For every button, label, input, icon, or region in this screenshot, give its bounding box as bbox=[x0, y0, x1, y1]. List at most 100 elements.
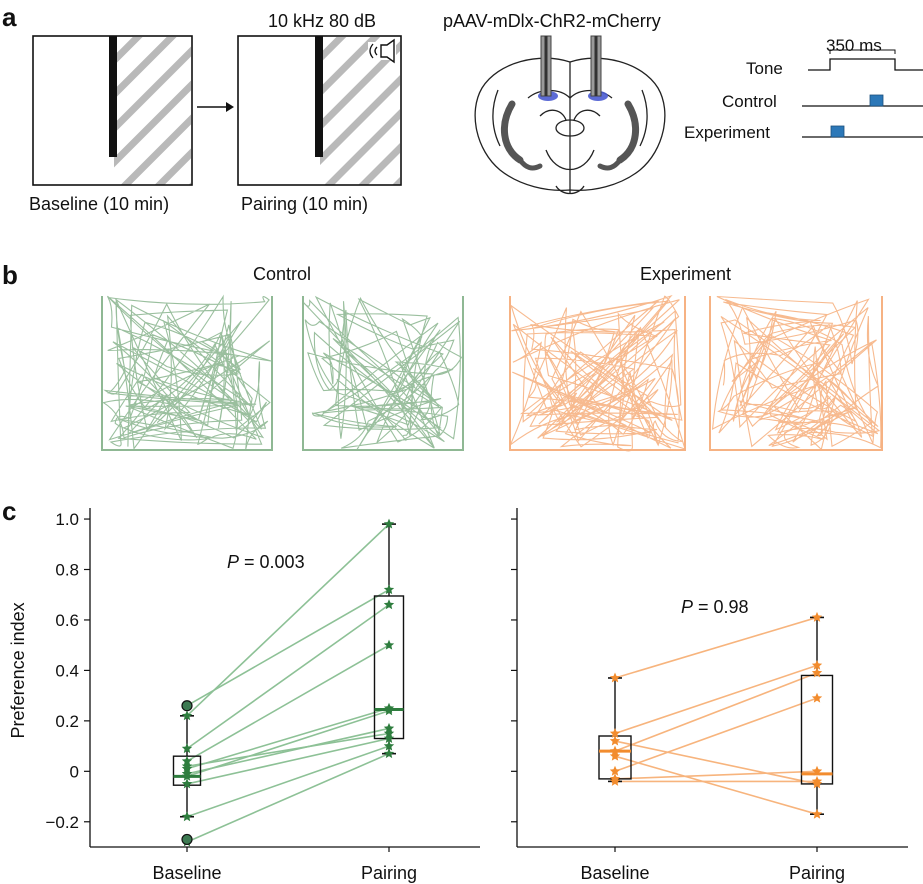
data-point bbox=[181, 778, 193, 789]
paired-line bbox=[614, 672, 818, 752]
control-laser-pulse bbox=[869, 94, 884, 107]
paired-line bbox=[614, 697, 818, 773]
data-point bbox=[181, 768, 193, 779]
data-point bbox=[609, 672, 621, 683]
trajectory-outline bbox=[509, 296, 686, 451]
duration-label: 350 ms bbox=[826, 36, 882, 55]
paired-line bbox=[186, 604, 390, 750]
y-tick-label: 1.0 bbox=[55, 510, 79, 529]
paired-line bbox=[186, 732, 390, 768]
data-point bbox=[383, 518, 395, 529]
x-tick-label: Pairing bbox=[361, 863, 417, 883]
data-point bbox=[609, 745, 621, 756]
paired-line bbox=[186, 588, 390, 707]
control-baseline-trajectory bbox=[101, 294, 273, 451]
optic-fiber-left bbox=[540, 35, 552, 97]
trajectory-outline bbox=[101, 296, 273, 451]
control-title: Control bbox=[253, 264, 312, 284]
baseline-arena bbox=[32, 35, 193, 186]
pairing-arena bbox=[237, 35, 402, 186]
data-point bbox=[811, 765, 823, 776]
experiment-title: Experiment bbox=[640, 264, 732, 284]
data-point bbox=[811, 775, 823, 786]
paired-line bbox=[614, 616, 818, 679]
paired-line bbox=[186, 644, 390, 762]
arena-divider bbox=[109, 36, 117, 157]
data-point bbox=[609, 728, 621, 738]
data-point bbox=[609, 765, 621, 776]
data-point bbox=[383, 728, 395, 738]
trajectory-outline bbox=[709, 296, 883, 451]
data-point bbox=[811, 808, 823, 819]
paired-line bbox=[186, 523, 390, 717]
experiment-laser-pulse bbox=[830, 125, 845, 138]
p-value-annotation: P = 0.003 bbox=[227, 552, 305, 572]
data-point bbox=[383, 722, 395, 733]
data-point bbox=[609, 735, 621, 746]
outlier-point bbox=[181, 833, 193, 846]
experiment-preference-chart: Baseline Pairing P = 0.98 bbox=[511, 508, 908, 883]
experiment-row-label: Experiment bbox=[684, 123, 770, 142]
data-point bbox=[383, 639, 395, 650]
data-point bbox=[383, 733, 395, 743]
experiment-baseline-trajectory bbox=[509, 294, 686, 452]
arrow-icon bbox=[197, 102, 234, 112]
panel-c-chart: −0.2 0 0.2 0.4 0.6 0.8 1.0 Baseline Pairing P = 0… bbox=[8, 508, 908, 883]
control-preference-chart: −0.2 0 0.2 0.4 0.6 0.8 1.0 Baseline Pairing P = 0… bbox=[8, 508, 480, 883]
timing-diagram bbox=[802, 49, 923, 138]
control-pairing-trajectory bbox=[302, 295, 464, 451]
trajectory-outline bbox=[302, 296, 464, 451]
trajectory-path bbox=[302, 295, 463, 451]
pairing-caption: Pairing (10 min) bbox=[241, 194, 369, 214]
control-row-label: Control bbox=[722, 92, 777, 111]
y-axis-label: Preference index bbox=[8, 602, 28, 738]
data-point bbox=[181, 760, 193, 771]
tone-trace bbox=[808, 58, 923, 71]
paired-line bbox=[614, 770, 818, 780]
experiment-pairing-trajectory bbox=[709, 295, 883, 451]
panel-b-trajectories bbox=[101, 294, 883, 452]
arena-divider bbox=[315, 36, 323, 157]
tone-spec: 10 kHz 80 dB bbox=[268, 11, 377, 31]
speaker-icon bbox=[368, 38, 396, 64]
y-tick-label: −0.2 bbox=[45, 813, 79, 832]
paired-line bbox=[186, 745, 390, 818]
duration-bracket bbox=[829, 49, 896, 54]
data-point bbox=[383, 705, 395, 716]
tone-row-label: Tone bbox=[746, 59, 783, 78]
paired-line bbox=[614, 740, 818, 785]
paired-line bbox=[614, 664, 818, 735]
x-tick-label: Baseline bbox=[580, 863, 649, 883]
data-point bbox=[181, 710, 193, 721]
panel-letter-a: a bbox=[2, 2, 17, 32]
y-tick-label: 0.2 bbox=[55, 712, 79, 731]
data-point bbox=[811, 667, 823, 678]
data-point bbox=[811, 659, 823, 670]
paired-line bbox=[186, 752, 390, 843]
panel-a-graphics bbox=[32, 35, 923, 195]
paired-line bbox=[186, 710, 390, 778]
brain-schematic bbox=[474, 57, 666, 195]
data-point bbox=[181, 811, 193, 822]
baseline-caption: Baseline (10 min) bbox=[29, 194, 170, 214]
data-point bbox=[383, 584, 395, 595]
paired-line bbox=[614, 755, 818, 815]
data-point bbox=[383, 748, 395, 759]
panel-letter-c: c bbox=[2, 496, 17, 526]
data-point bbox=[383, 740, 395, 751]
trajectory-path bbox=[509, 294, 686, 452]
paired-line bbox=[186, 707, 390, 770]
y-tick-label: 0.4 bbox=[55, 661, 79, 680]
outlier-point bbox=[181, 700, 193, 712]
data-point bbox=[609, 775, 621, 786]
paired-line bbox=[186, 727, 390, 775]
paired-line bbox=[186, 737, 390, 785]
optic-fiber-right bbox=[590, 35, 602, 97]
data-point bbox=[609, 750, 621, 761]
data-point bbox=[383, 599, 395, 610]
y-tick-label: 0.8 bbox=[55, 561, 79, 580]
trajectory-path bbox=[711, 295, 882, 451]
trajectory-path bbox=[102, 294, 272, 451]
y-tick-label: 0.6 bbox=[55, 611, 79, 630]
data-point bbox=[811, 692, 823, 703]
